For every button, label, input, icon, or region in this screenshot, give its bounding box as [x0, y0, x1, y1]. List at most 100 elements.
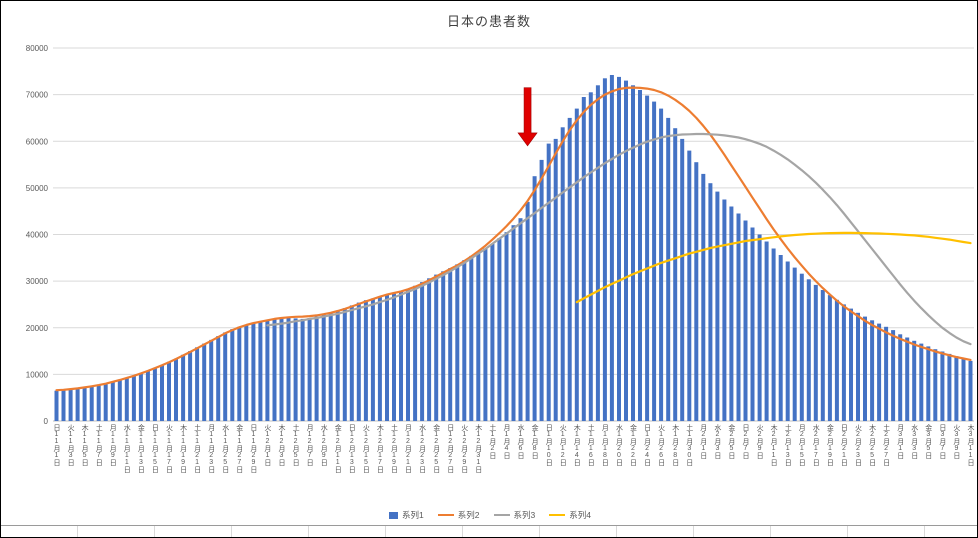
legend-item-系列4[interactable]: 系列4 [549, 509, 591, 521]
x-axis-label: 金1月22日 [629, 424, 637, 466]
bar [483, 248, 488, 421]
x-axis-label: 水12月23日 [418, 424, 426, 473]
bar [954, 356, 959, 421]
bar [870, 320, 875, 421]
bar [392, 293, 396, 421]
chart-title: 日本の患者数 [446, 14, 531, 29]
bar [771, 248, 776, 421]
bar [645, 95, 650, 421]
bar [912, 340, 917, 421]
x-axis-label: 月11月23日 [207, 424, 215, 473]
bar [701, 173, 706, 421]
x-axis-label: 木11月5日 [81, 424, 89, 466]
bar [722, 199, 727, 421]
bar [595, 85, 600, 422]
bar [624, 80, 628, 421]
bar [377, 296, 382, 421]
x-axis-label: 日2月7日 [742, 424, 749, 459]
x-axis-label: 月1月18日 [601, 424, 609, 466]
bar [694, 162, 699, 421]
legend-item-系列2[interactable]: 系列2 [437, 509, 480, 521]
bar [525, 201, 530, 421]
bar [462, 260, 467, 421]
x-axis-label: 水11月11日 [123, 424, 131, 473]
y-axis-label: 0 [44, 417, 49, 426]
x-axis-label: 土12月5日 [292, 424, 300, 466]
bar [560, 127, 565, 422]
legend-item-系列1[interactable]: 系列1 [389, 509, 424, 521]
bar [427, 278, 432, 421]
bar [244, 325, 249, 421]
bar [356, 302, 361, 421]
bar [138, 373, 143, 421]
bar [96, 385, 101, 421]
bar [237, 326, 242, 421]
x-axis-label: 金12月11日 [334, 424, 342, 473]
bar [617, 76, 621, 422]
bar [940, 351, 945, 421]
bar [659, 108, 664, 421]
x-axis-label: 日3月7日 [938, 424, 946, 459]
bar [933, 349, 938, 421]
bar [532, 176, 537, 421]
bar [687, 150, 692, 421]
bar [827, 295, 832, 421]
x-axis-label: 火12月1日 [263, 424, 271, 466]
x-axis-label: 日1月24日 [643, 424, 651, 466]
bar [349, 305, 354, 421]
bar [89, 386, 94, 421]
bar [553, 138, 558, 421]
x-axis-label: 水1月20日 [615, 424, 623, 466]
bar [230, 329, 235, 421]
bar [448, 268, 453, 421]
bar [399, 291, 403, 421]
bar [216, 336, 221, 421]
bar [152, 367, 157, 421]
bar [638, 90, 642, 421]
bar [834, 299, 839, 421]
bar [490, 243, 495, 421]
legend-item-系列3[interactable]: 系列3 [493, 509, 535, 521]
bar [476, 252, 481, 421]
x-axis-label: 日11月1日 [53, 424, 60, 466]
y-axis-label: 10000 [26, 370, 49, 379]
bar [160, 365, 164, 421]
bar [736, 213, 741, 421]
legend-label: 系列4 [569, 510, 591, 520]
bar [891, 330, 896, 421]
bar [666, 117, 671, 422]
bar [202, 343, 207, 421]
bar [602, 78, 607, 422]
bar [413, 285, 418, 421]
bar [363, 300, 368, 421]
bar [792, 267, 797, 421]
bar [251, 323, 256, 421]
bar [504, 232, 509, 421]
x-axis-labels: 日11月1日 火11月3日 木11月5日 土11月7日 月11月9日 水11月11日 金11… [1, 424, 977, 512]
x-axis-label: 日11月15日 [151, 424, 159, 473]
x-axis-label: 水2月3日 [713, 424, 721, 459]
x-axis-label: 水12月9日 [320, 424, 328, 466]
x-axis-label: 月12月21日 [404, 424, 412, 473]
line-series-系列3 [266, 132, 972, 346]
x-axis-label: 土1月2日 [488, 424, 496, 459]
bar [968, 360, 973, 421]
bar [609, 75, 614, 421]
x-axis-label: 火11月17日 [165, 424, 173, 473]
bar [841, 304, 846, 421]
x-axis-label: 木3月11日 [967, 424, 974, 466]
bar [919, 343, 924, 421]
bar [905, 337, 910, 421]
x-axis-label: 金1月8日 [531, 424, 539, 459]
bar [258, 322, 263, 421]
x-axis-label: 月12月7日 [306, 424, 314, 466]
line-series-系列2 [55, 86, 972, 392]
bar [884, 326, 889, 421]
x-axis-label: 木2月11日 [770, 424, 778, 466]
bar [539, 159, 544, 421]
legend-line-swatch [493, 514, 510, 516]
bar [117, 380, 122, 421]
y-axis-labels: 0 10000 20000 30000 40000 50000 60000 70000 8000… [26, 44, 49, 426]
legend: 系列1 系列2 系列3 系列4 [1, 507, 977, 523]
x-axis-label: 木12月31日 [474, 424, 482, 473]
